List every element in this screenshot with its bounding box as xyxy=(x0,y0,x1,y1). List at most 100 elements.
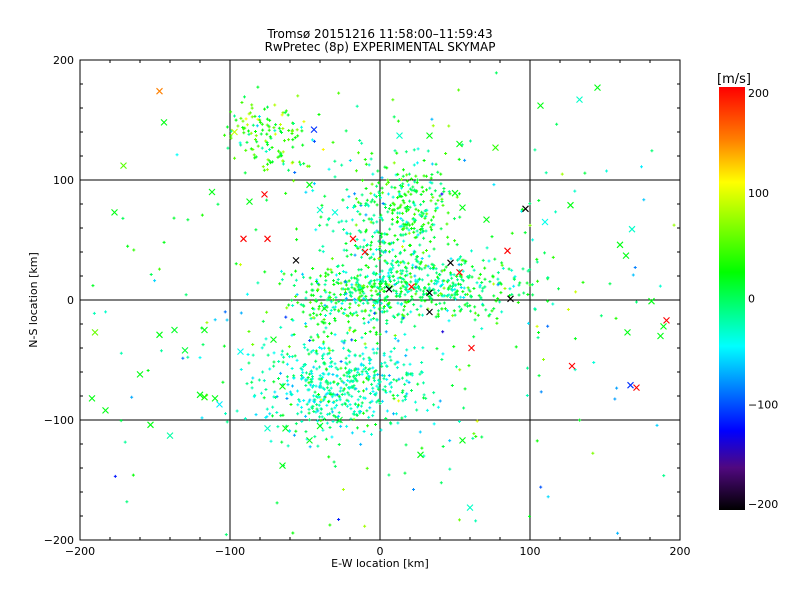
dot-point xyxy=(354,387,358,391)
dot-point xyxy=(254,228,258,232)
dot-point xyxy=(463,261,467,265)
dot-point xyxy=(382,305,386,309)
dot-point xyxy=(377,247,381,251)
x-tick-label: −100 xyxy=(215,545,245,558)
dot-point xyxy=(292,179,296,183)
dot-point xyxy=(344,356,348,360)
dot-point xyxy=(250,106,254,110)
dot-point xyxy=(423,266,427,270)
dot-point xyxy=(432,403,436,407)
dot-point xyxy=(394,412,398,416)
dot-point xyxy=(355,281,359,285)
cross-point xyxy=(279,383,286,390)
dot-point xyxy=(414,257,418,261)
dot-point xyxy=(396,394,400,398)
dot-point xyxy=(367,313,371,317)
dot-point xyxy=(498,300,502,304)
dot-point xyxy=(348,302,352,306)
dot-point xyxy=(327,167,331,171)
dot-point xyxy=(263,107,267,111)
dot-point xyxy=(591,451,595,455)
dot-point xyxy=(281,360,285,364)
dot-point xyxy=(406,261,410,265)
dot-point xyxy=(374,423,378,427)
dot-point xyxy=(376,378,380,382)
dot-point xyxy=(496,283,500,287)
dot-point xyxy=(493,257,497,261)
dot-point xyxy=(402,201,406,205)
dot-point xyxy=(535,260,539,264)
dot-point xyxy=(496,297,500,301)
dot-point xyxy=(402,277,406,281)
dot-point xyxy=(454,365,458,369)
dot-point xyxy=(372,279,376,283)
cross-point xyxy=(349,235,357,243)
dot-point xyxy=(321,386,325,390)
cross-point xyxy=(264,425,271,432)
dot-point xyxy=(383,250,387,254)
dot-point xyxy=(286,113,290,117)
dot-point xyxy=(372,410,376,414)
dot-point xyxy=(339,424,343,428)
dot-point xyxy=(406,190,410,194)
dot-point xyxy=(383,289,387,293)
dot-point xyxy=(392,161,396,165)
dot-point xyxy=(131,473,135,477)
dot-point xyxy=(296,389,300,393)
dot-point xyxy=(292,333,296,337)
dot-point xyxy=(265,117,269,121)
dot-point xyxy=(239,368,243,372)
cross-point xyxy=(426,132,433,139)
dot-point xyxy=(438,194,442,198)
dot-point xyxy=(369,247,373,251)
dot-point xyxy=(264,337,268,341)
dot-point xyxy=(485,246,489,250)
dot-point xyxy=(383,385,387,389)
dot-point xyxy=(285,362,289,366)
dot-point xyxy=(362,389,366,393)
dot-point xyxy=(255,124,259,128)
dot-point xyxy=(447,124,451,128)
dot-point xyxy=(339,386,343,390)
dot-point xyxy=(348,350,352,354)
dot-point xyxy=(350,218,354,222)
dot-point xyxy=(290,355,294,359)
dot-point xyxy=(432,223,436,227)
dot-point xyxy=(389,305,393,309)
dot-point xyxy=(566,307,570,311)
dot-point xyxy=(574,290,578,294)
dot-point xyxy=(375,203,379,207)
dot-point xyxy=(432,422,436,426)
dot-point xyxy=(431,215,435,219)
dot-point xyxy=(471,436,475,440)
dot-point xyxy=(404,286,408,290)
dot-point xyxy=(369,200,373,204)
dot-point xyxy=(436,170,440,174)
dot-point xyxy=(298,160,302,164)
dot-point xyxy=(355,104,359,108)
dot-point xyxy=(341,263,345,267)
dot-point xyxy=(307,164,311,168)
dot-point xyxy=(358,411,362,415)
dot-point xyxy=(528,268,532,272)
dot-point xyxy=(342,228,346,232)
dot-point xyxy=(242,95,246,99)
dot-point xyxy=(436,198,440,202)
dot-point xyxy=(367,356,371,360)
dot-point xyxy=(326,218,330,222)
dot-point xyxy=(543,251,547,255)
dot-point xyxy=(411,200,415,204)
dot-point xyxy=(381,388,385,392)
dot-point xyxy=(383,296,387,300)
dot-point xyxy=(445,222,449,226)
dot-point xyxy=(386,210,390,214)
dot-point xyxy=(272,380,276,384)
dot-point xyxy=(358,212,362,216)
dot-point xyxy=(360,287,364,291)
dot-point xyxy=(310,385,314,389)
dot-point xyxy=(398,211,402,215)
dot-point xyxy=(363,524,367,528)
dot-point xyxy=(181,356,185,360)
dot-point xyxy=(481,258,485,262)
dot-point xyxy=(444,152,448,156)
